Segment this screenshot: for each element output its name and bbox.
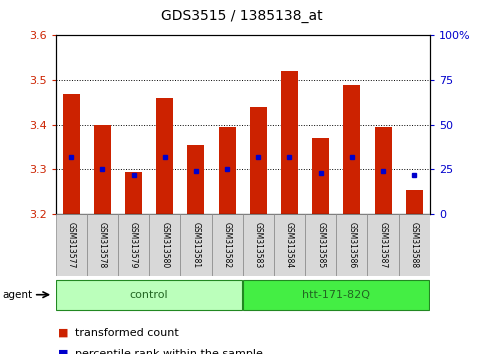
Bar: [398, 214, 430, 276]
Bar: [281, 71, 298, 214]
Text: transformed count: transformed count: [75, 328, 179, 338]
Text: htt-171-82Q: htt-171-82Q: [302, 290, 370, 300]
Text: GSM313577: GSM313577: [67, 222, 76, 268]
Text: GSM313580: GSM313580: [160, 222, 169, 268]
Bar: [305, 214, 336, 276]
Bar: [242, 214, 274, 276]
Text: control: control: [130, 290, 169, 300]
Bar: [218, 127, 236, 214]
Bar: [274, 214, 305, 276]
Bar: [250, 107, 267, 214]
Text: GSM313588: GSM313588: [410, 222, 419, 268]
Text: GSM313579: GSM313579: [129, 222, 138, 268]
Bar: [368, 214, 398, 276]
Bar: [149, 214, 180, 276]
Text: GSM313583: GSM313583: [254, 222, 263, 268]
Bar: [374, 127, 392, 214]
Text: agent: agent: [2, 290, 32, 300]
Text: GSM313584: GSM313584: [285, 222, 294, 268]
Bar: [56, 214, 87, 276]
Bar: [87, 214, 118, 276]
Bar: [243, 280, 429, 310]
Text: GSM313585: GSM313585: [316, 222, 325, 268]
Bar: [156, 98, 173, 214]
Bar: [180, 214, 212, 276]
Text: GDS3515 / 1385138_at: GDS3515 / 1385138_at: [161, 9, 322, 23]
Text: ■: ■: [58, 349, 69, 354]
Text: GSM313587: GSM313587: [379, 222, 387, 268]
Text: GSM313578: GSM313578: [98, 222, 107, 268]
Bar: [94, 125, 111, 214]
Bar: [343, 85, 360, 214]
Bar: [63, 93, 80, 214]
Bar: [56, 280, 242, 310]
Bar: [125, 172, 142, 214]
Bar: [187, 145, 204, 214]
Text: percentile rank within the sample: percentile rank within the sample: [75, 349, 263, 354]
Text: GSM313581: GSM313581: [191, 222, 200, 268]
Bar: [312, 138, 329, 214]
Text: ■: ■: [58, 328, 69, 338]
Text: GSM313586: GSM313586: [347, 222, 356, 268]
Bar: [406, 190, 423, 214]
Bar: [336, 214, 368, 276]
Text: GSM313582: GSM313582: [223, 222, 232, 268]
Bar: [212, 214, 242, 276]
Bar: [118, 214, 149, 276]
